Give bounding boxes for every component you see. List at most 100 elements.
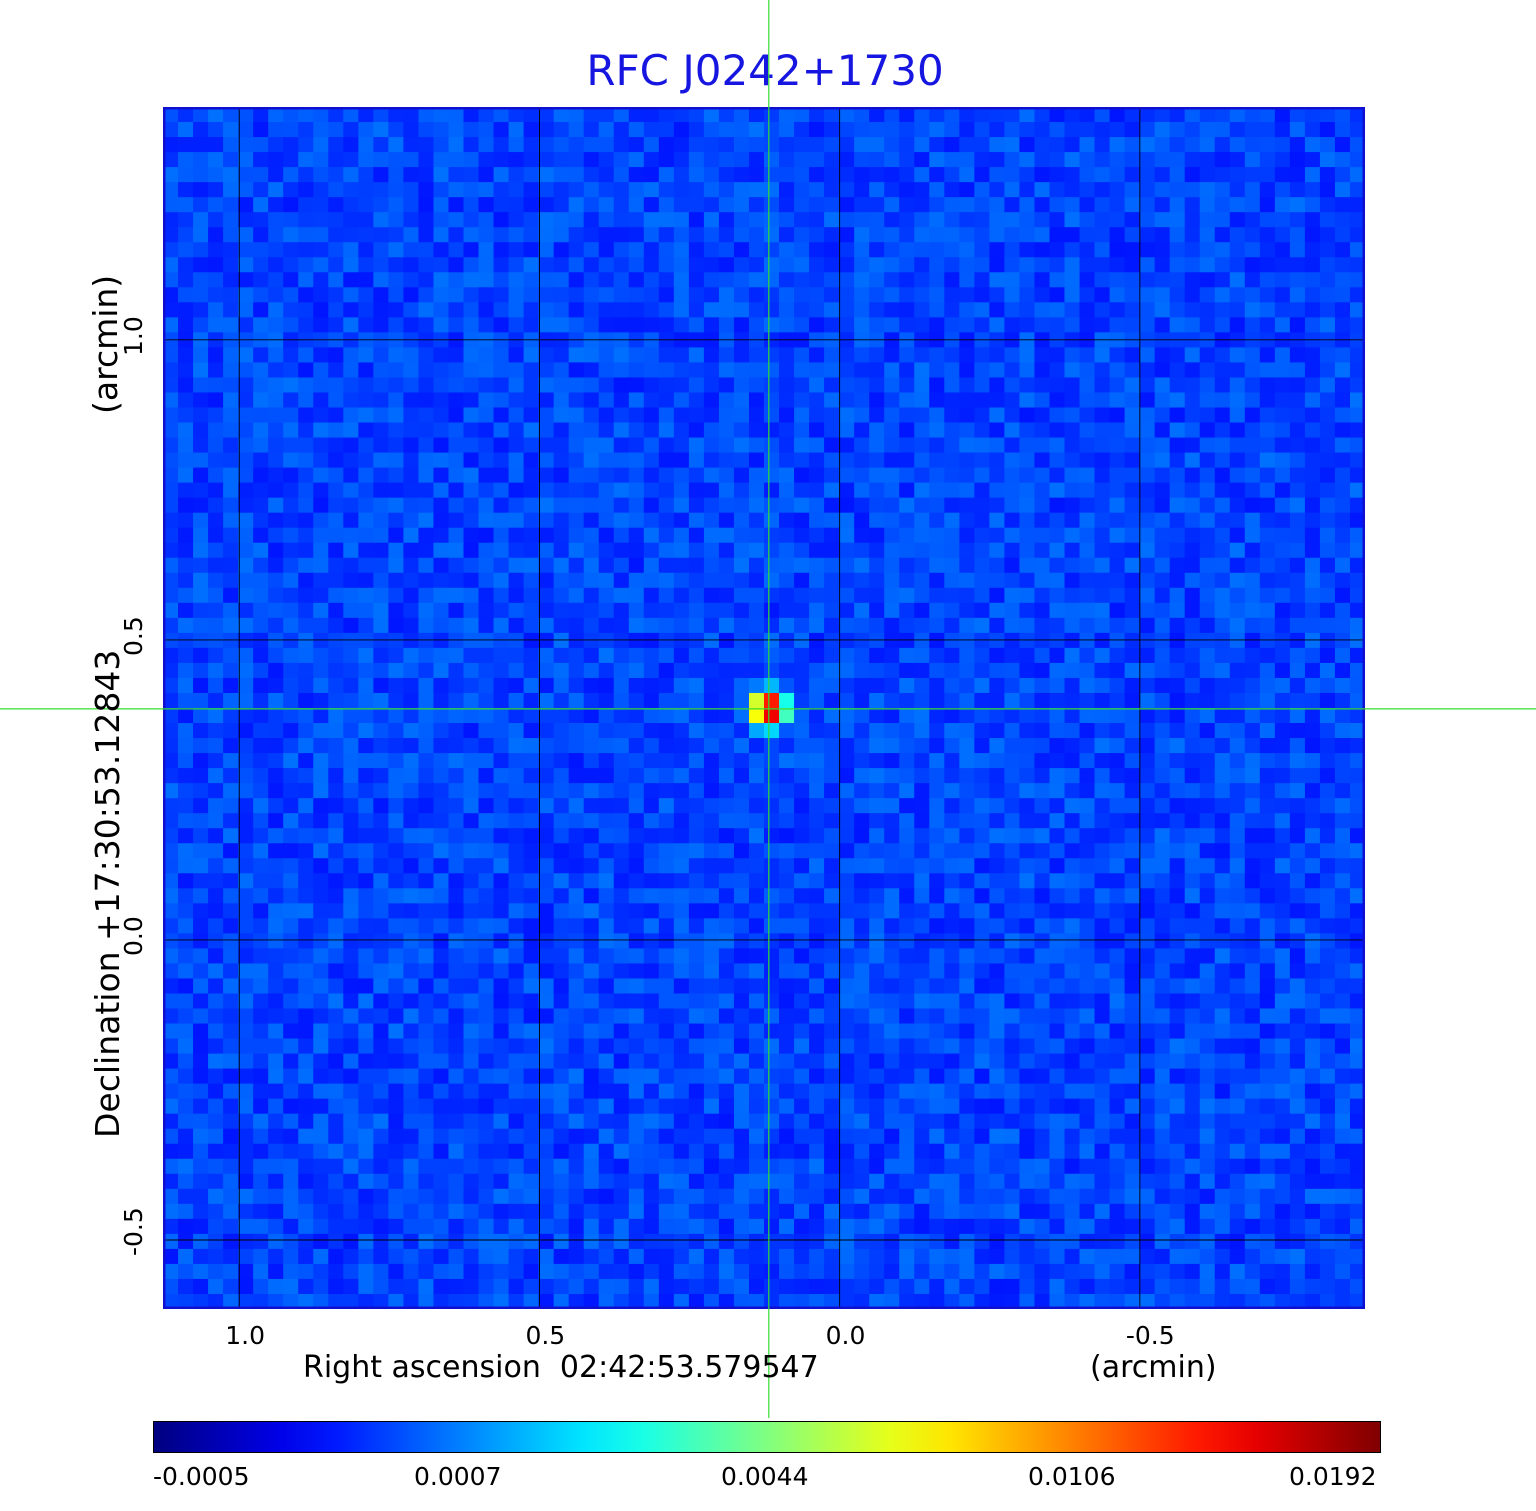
heatmap-cell xyxy=(553,873,570,889)
heatmap-cell xyxy=(1349,437,1365,454)
heatmap-cell xyxy=(1334,257,1351,273)
heatmap-cell xyxy=(268,602,284,619)
heatmap-cell xyxy=(974,903,990,919)
heatmap-cell xyxy=(1004,978,1021,995)
heatmap-cell xyxy=(718,392,735,409)
heatmap-cell xyxy=(1274,903,1291,919)
heatmap-cell xyxy=(223,512,239,529)
heatmap-cell xyxy=(703,392,720,409)
heatmap-cell xyxy=(373,798,389,814)
heatmap-cell xyxy=(163,933,179,950)
heatmap-cell xyxy=(1304,572,1321,589)
heatmap-cell xyxy=(914,377,930,394)
heatmap-cell xyxy=(283,347,299,364)
heatmap-cell xyxy=(1049,212,1066,228)
heatmap-cell xyxy=(658,647,675,664)
heatmap-cell xyxy=(1079,227,1096,243)
heatmap-cell xyxy=(688,467,705,484)
heatmap-cell xyxy=(418,978,435,995)
heatmap-cell xyxy=(703,873,720,889)
heatmap-cell xyxy=(1289,557,1306,574)
heatmap-cell xyxy=(824,647,840,664)
heatmap-cell xyxy=(1259,422,1276,439)
heatmap-cell xyxy=(433,963,450,980)
heatmap-cell xyxy=(839,347,855,364)
heatmap-cell xyxy=(764,467,780,484)
heatmap-cell xyxy=(478,738,495,754)
heatmap-cell xyxy=(583,422,600,439)
heatmap-cell xyxy=(538,783,555,799)
heatmap-cell xyxy=(178,167,194,183)
heatmap-cell xyxy=(313,272,329,288)
heatmap-cell xyxy=(358,392,374,409)
heatmap-cell xyxy=(1229,272,1246,288)
heatmap-cell xyxy=(163,197,179,213)
heatmap-cell xyxy=(598,662,615,679)
heatmap-cell xyxy=(553,287,570,303)
heatmap-cell xyxy=(1169,708,1186,724)
heatmap-cell xyxy=(854,152,870,168)
heatmap-cell xyxy=(914,903,930,919)
heatmap-cell xyxy=(1289,407,1306,424)
heatmap-cell xyxy=(553,467,570,484)
heatmap-cell xyxy=(463,572,480,589)
heatmap-cell xyxy=(388,738,405,754)
heatmap-cell xyxy=(824,482,840,499)
heatmap-cell xyxy=(1229,377,1246,394)
heatmap-cell xyxy=(974,527,990,544)
heatmap-cell xyxy=(1154,602,1171,619)
heatmap-cell xyxy=(1004,512,1021,529)
heatmap-cell xyxy=(794,287,810,303)
heatmap-cell xyxy=(748,287,765,303)
heatmap-cell xyxy=(568,212,585,228)
heatmap-cell xyxy=(613,347,630,364)
heatmap-cell xyxy=(523,843,540,859)
heatmap-cell xyxy=(298,783,314,799)
heatmap-cell xyxy=(1259,708,1276,724)
heatmap-cell xyxy=(1154,798,1171,814)
heatmap-cell xyxy=(764,182,780,198)
heatmap-cell xyxy=(824,212,840,228)
heatmap-cell xyxy=(1274,362,1291,379)
heatmap-cell xyxy=(1049,948,1066,965)
heatmap-cell xyxy=(974,587,990,604)
heatmap-cell xyxy=(718,482,735,499)
heatmap-cell xyxy=(493,497,510,514)
heatmap-cell xyxy=(178,1008,194,1025)
heatmap-cell xyxy=(944,632,960,649)
heatmap-cell xyxy=(1004,602,1021,619)
heatmap-cell xyxy=(613,167,630,183)
heatmap-cell xyxy=(764,662,780,679)
heatmap-cell xyxy=(854,738,870,754)
heatmap-cell xyxy=(1154,632,1171,649)
heatmap-cell xyxy=(358,963,374,980)
heatmap-cell xyxy=(899,723,915,739)
heatmap-cell xyxy=(613,317,630,333)
heatmap-cell xyxy=(914,798,930,814)
heatmap-cell xyxy=(839,392,855,409)
heatmap-cell xyxy=(658,798,675,814)
heatmap-cell xyxy=(628,122,645,138)
heatmap-cell xyxy=(1109,723,1126,739)
heatmap-cell xyxy=(463,783,480,799)
heatmap-cell xyxy=(764,272,780,288)
heatmap-cell xyxy=(1139,152,1156,168)
heatmap-cell xyxy=(1229,798,1246,814)
heatmap-cell xyxy=(478,557,495,574)
heatmap-cell xyxy=(673,753,690,769)
heatmap-cell xyxy=(1079,347,1096,364)
heatmap-cell xyxy=(1064,182,1081,198)
heatmap-cell xyxy=(253,137,269,153)
heatmap-cell xyxy=(643,272,660,288)
heatmap-cell xyxy=(628,632,645,649)
heatmap-cell xyxy=(1079,677,1096,694)
heatmap-cell xyxy=(854,602,870,619)
heatmap-cell xyxy=(1169,407,1186,424)
heatmap-cell xyxy=(493,677,510,694)
heatmap-cell xyxy=(884,497,900,514)
heatmap-cell xyxy=(914,993,930,1010)
heatmap-cell xyxy=(403,948,420,965)
heatmap-cell xyxy=(613,512,630,529)
heatmap-cell xyxy=(568,407,585,424)
heatmap-cell xyxy=(718,407,735,424)
